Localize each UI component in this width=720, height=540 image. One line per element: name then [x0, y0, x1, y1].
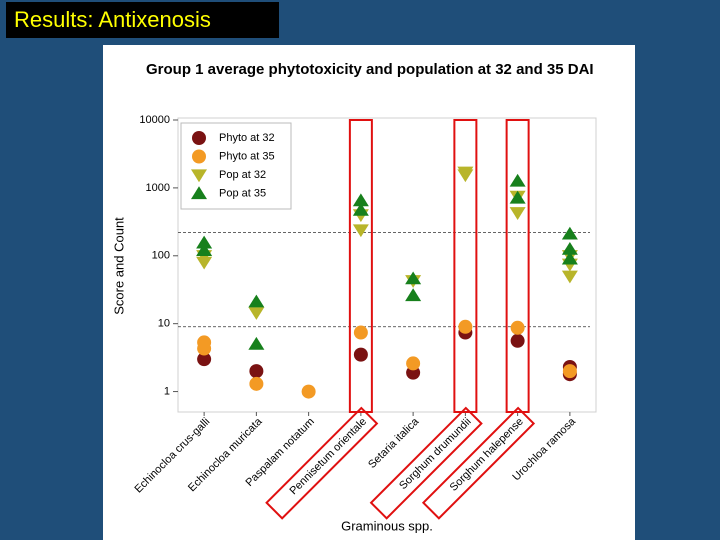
y-tick-label: 1 — [164, 385, 170, 397]
point — [192, 149, 206, 164]
point — [406, 356, 421, 371]
legend-label: Phyto at 35 — [219, 150, 275, 162]
point — [197, 341, 212, 356]
legend-label: Pop at 35 — [219, 187, 266, 199]
y-axis-label: Score and Count — [111, 217, 126, 315]
point — [196, 256, 213, 270]
point — [352, 202, 369, 216]
point — [510, 333, 525, 348]
y-tick-label: 10 — [158, 318, 170, 330]
point — [509, 173, 526, 187]
point — [248, 336, 265, 350]
y-tick-label: 100 — [152, 250, 170, 262]
point — [353, 325, 368, 340]
highlight-box — [265, 406, 379, 520]
point — [509, 207, 526, 220]
point — [248, 294, 265, 308]
point — [561, 270, 578, 284]
y-tick-label: 1000 — [146, 182, 170, 194]
point — [561, 251, 578, 265]
x-axis-label: Graminous spp. — [341, 518, 433, 533]
point — [191, 186, 207, 200]
point — [405, 271, 422, 285]
highlight-box — [421, 406, 536, 520]
point — [249, 364, 264, 379]
point — [352, 224, 369, 238]
y-tick-label: 10000 — [139, 114, 170, 126]
point — [191, 169, 207, 183]
point — [196, 243, 213, 257]
point — [301, 384, 316, 399]
point — [196, 235, 213, 249]
plot-frame — [177, 117, 597, 413]
highlight-box — [369, 406, 483, 520]
point — [192, 131, 206, 145]
chart-title: Group 1 average phytotoxicity and popula… — [146, 61, 594, 78]
slide-title: Results: Antixenosis — [6, 2, 279, 38]
point — [352, 193, 369, 207]
point — [248, 307, 265, 320]
point — [561, 226, 578, 240]
highlight-box — [348, 119, 373, 413]
point — [458, 319, 473, 334]
point — [510, 320, 525, 335]
point — [405, 288, 422, 302]
highlight-box — [505, 119, 530, 413]
point — [353, 347, 368, 362]
legend-label: Pop at 32 — [219, 169, 266, 181]
point — [509, 190, 526, 204]
highlight-box — [453, 119, 478, 413]
point — [457, 169, 474, 183]
point — [197, 352, 212, 367]
point — [561, 242, 578, 255]
legend-label: Phyto at 32 — [219, 132, 275, 144]
point — [562, 364, 577, 379]
point — [249, 376, 264, 391]
